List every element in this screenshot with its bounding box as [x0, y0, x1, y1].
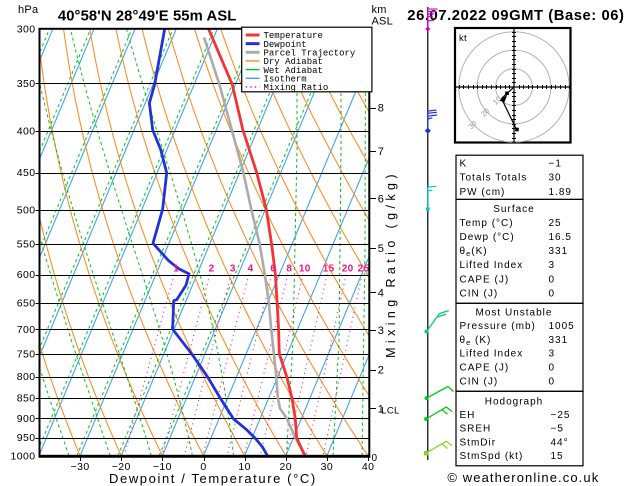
svg-text:4: 4: [378, 288, 384, 300]
svg-text:−5: −5: [551, 424, 564, 435]
svg-text:Isotherm: Isotherm: [264, 75, 307, 85]
svg-text:8: 8: [378, 103, 384, 115]
svg-text:950: 950: [17, 432, 36, 444]
svg-text:331: 331: [549, 335, 569, 346]
svg-text:2: 2: [209, 264, 215, 275]
svg-text:10: 10: [299, 264, 311, 275]
svg-text:750: 750: [17, 348, 36, 360]
svg-text:Dewpoint: Dewpoint: [264, 40, 307, 50]
svg-text:6: 6: [378, 194, 384, 206]
svg-text:20: 20: [280, 461, 292, 473]
svg-text:1: 1: [173, 264, 179, 275]
svg-text:26.07.2022 09GMT (Base: 06): 26.07.2022 09GMT (Base: 06): [407, 8, 624, 24]
svg-text:CAPE (J): CAPE (J): [460, 363, 510, 374]
svg-text:0: 0: [372, 453, 378, 464]
svg-text:CIN (J): CIN (J): [460, 288, 499, 299]
svg-text:Mixing Ratio (g/kg): Mixing Ratio (g/kg): [384, 170, 398, 358]
svg-text:Temp (°C): Temp (°C): [460, 218, 514, 229]
svg-text:km: km: [372, 4, 387, 16]
svg-text:40°58'N 28°49'E 55m ASL: 40°58'N 28°49'E 55m ASL: [58, 9, 237, 25]
svg-text:StmDir: StmDir: [460, 437, 497, 448]
svg-text:−20: −20: [112, 461, 131, 473]
svg-text:550: 550: [17, 238, 36, 250]
svg-text:0: 0: [549, 363, 556, 374]
svg-text:−1: −1: [549, 158, 562, 169]
svg-text:700: 700: [17, 324, 36, 336]
svg-text:EH: EH: [460, 410, 476, 421]
svg-text:600: 600: [17, 269, 36, 281]
svg-text:Lifted Index: Lifted Index: [460, 349, 524, 360]
svg-text:3: 3: [378, 325, 384, 337]
svg-text:Dewpoint / Temperature (°C): Dewpoint / Temperature (°C): [109, 471, 317, 486]
svg-text:800: 800: [17, 371, 36, 383]
svg-text:−25: −25: [551, 410, 571, 421]
svg-text:8: 8: [286, 264, 292, 275]
svg-text:Parcel Trajectory: Parcel Trajectory: [264, 49, 356, 59]
svg-text:15: 15: [551, 451, 564, 462]
svg-text:0: 0: [549, 274, 556, 285]
svg-text:θe(K): θe(K): [460, 246, 488, 258]
svg-text:3: 3: [230, 264, 236, 275]
svg-text:1000: 1000: [11, 450, 36, 462]
svg-text:850: 850: [17, 393, 36, 405]
svg-text:25: 25: [549, 218, 562, 229]
svg-text:−10: −10: [153, 461, 172, 473]
svg-text:1005: 1005: [549, 321, 575, 332]
svg-text:CAPE (J): CAPE (J): [460, 274, 510, 285]
svg-text:30: 30: [549, 173, 562, 184]
svg-text:44°: 44°: [551, 437, 569, 448]
svg-text:16.5: 16.5: [549, 232, 572, 243]
svg-text:4: 4: [248, 264, 254, 275]
svg-text:Lifted Index: Lifted Index: [460, 260, 524, 271]
svg-text:K: K: [460, 158, 468, 169]
svg-text:2: 2: [378, 365, 384, 377]
svg-text:30: 30: [321, 461, 333, 473]
svg-text:15: 15: [323, 264, 335, 275]
svg-text:PW (cm): PW (cm): [460, 187, 506, 198]
svg-text:350: 350: [17, 78, 36, 90]
svg-text:Dewp (°C): Dewp (°C): [460, 232, 515, 243]
svg-text:Totals Totals: Totals Totals: [460, 173, 528, 184]
svg-text:400: 400: [17, 125, 36, 137]
svg-text:300: 300: [17, 23, 36, 35]
svg-text:6: 6: [270, 264, 276, 275]
svg-text:Surface: Surface: [493, 204, 534, 215]
svg-text:Wet Adiabat: Wet Adiabat: [264, 66, 323, 76]
svg-text:Hodograph: Hodograph: [485, 396, 543, 407]
svg-text:SREH: SREH: [460, 424, 492, 435]
svg-text:5: 5: [378, 243, 384, 255]
svg-text:40: 40: [362, 461, 374, 473]
svg-text:Dry Adiabat: Dry Adiabat: [264, 57, 323, 67]
svg-text:7: 7: [378, 146, 384, 158]
svg-text:0: 0: [549, 376, 556, 387]
svg-text:−30: −30: [71, 461, 90, 473]
svg-text:CIN (J): CIN (J): [460, 376, 499, 387]
svg-text:LCL: LCL: [381, 406, 399, 417]
svg-text:θe (K): θe (K): [460, 335, 492, 347]
svg-text:kt: kt: [459, 33, 467, 44]
svg-text:1.89: 1.89: [549, 187, 572, 198]
svg-text:Mixing Ratio: Mixing Ratio: [264, 83, 329, 93]
svg-text:hPa: hPa: [18, 4, 39, 16]
svg-text:3: 3: [549, 260, 556, 271]
svg-text:StmSpd (kt): StmSpd (kt): [460, 451, 524, 462]
svg-text:20: 20: [342, 264, 354, 275]
svg-text:Most Unstable: Most Unstable: [476, 308, 553, 319]
svg-text:3: 3: [549, 349, 556, 360]
svg-text:1: 1: [378, 404, 384, 416]
svg-text:331: 331: [549, 246, 569, 257]
svg-text:Pressure (mb): Pressure (mb): [460, 321, 536, 332]
svg-text:10: 10: [238, 461, 250, 473]
svg-text:450: 450: [17, 167, 36, 179]
svg-text:900: 900: [17, 413, 36, 425]
svg-text:Temperature: Temperature: [264, 31, 323, 41]
svg-text:500: 500: [17, 205, 36, 217]
svg-text:© weatheronline.co.uk: © weatheronline.co.uk: [447, 470, 599, 485]
svg-text:0: 0: [549, 288, 556, 299]
svg-text:650: 650: [17, 298, 36, 310]
svg-text:0: 0: [200, 461, 206, 473]
svg-text:ASL: ASL: [372, 16, 393, 28]
svg-text:25: 25: [358, 264, 370, 275]
